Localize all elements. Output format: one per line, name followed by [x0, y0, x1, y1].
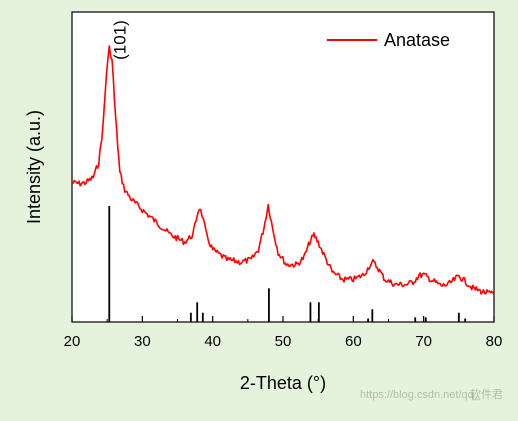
x-tick-label: 70: [415, 333, 432, 350]
plot-area: [71, 11, 495, 323]
x-axis-title: 2-Theta (°): [240, 373, 326, 393]
y-axis-title: Intensity (a.u.): [24, 110, 44, 224]
peak-annotation-101: (101): [111, 20, 130, 60]
x-tick-label: 30: [134, 333, 151, 350]
x-ticks: 20 30 40 50 60 70 80: [64, 316, 503, 350]
x-axis: 20 30 40 50 60 70 80: [64, 316, 503, 350]
watermark-url: https://blog.csdn.net/qq_: [360, 389, 481, 401]
series-line-anatase: [71, 45, 495, 295]
watermark-brand: 软件君: [470, 387, 503, 401]
x-tick-label: 80: [486, 333, 503, 350]
legend-label-anatase: Anatase: [384, 30, 450, 50]
x-tick-label: 60: [345, 333, 362, 350]
x-tick-label: 50: [275, 333, 292, 350]
watermark: https://blog.csdn.net/qq_ 软件君: [360, 387, 503, 401]
legend: Anatase: [327, 30, 450, 50]
x-tick-label: 40: [204, 333, 221, 350]
x-tick-label: 20: [64, 333, 81, 350]
